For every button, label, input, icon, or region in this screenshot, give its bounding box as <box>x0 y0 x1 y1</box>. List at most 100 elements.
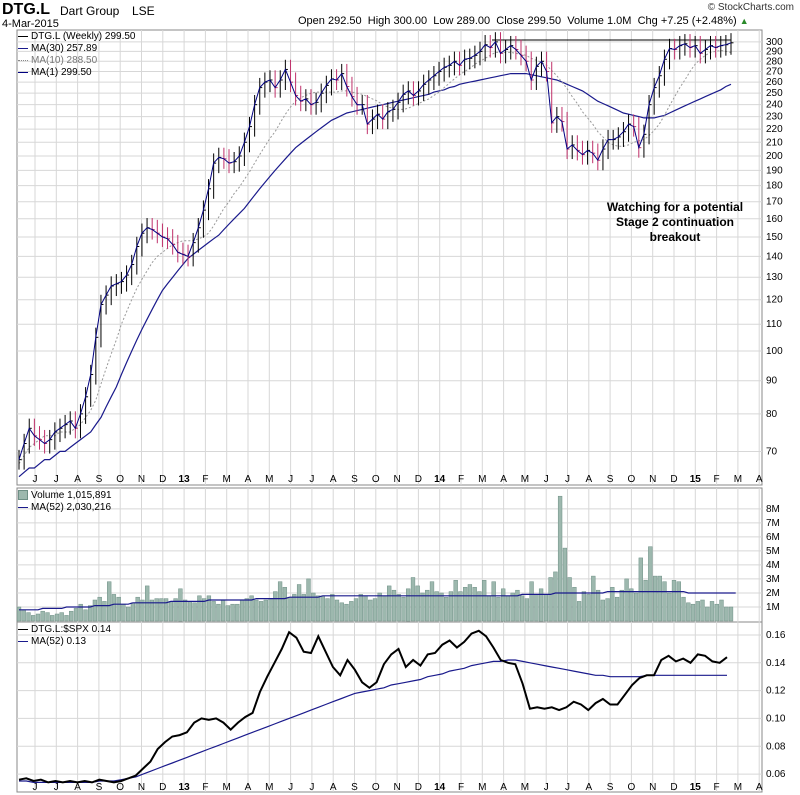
volume-bar <box>672 580 676 621</box>
volume-bar <box>273 592 277 621</box>
volume-bar <box>677 582 681 621</box>
volume-bar <box>558 496 562 621</box>
volume-bar <box>663 582 667 621</box>
y-tick-label-price: 90 <box>766 376 778 387</box>
x-tick-label-price: J <box>54 474 59 485</box>
x-tick-label-price: O <box>628 474 636 485</box>
volume-bar <box>88 606 92 621</box>
volume-bar <box>482 580 486 621</box>
x-tick-label-ratio: A <box>330 782 337 793</box>
volume-bar <box>84 610 88 621</box>
y-tick-label-price: 270 <box>766 67 783 78</box>
x-tick-label-ratio: S <box>96 782 103 793</box>
y-tick-label-price: 190 <box>766 165 783 176</box>
volume-bar <box>269 599 273 621</box>
volume-bar <box>497 597 501 621</box>
ma10-line <box>19 50 731 463</box>
volume-bar <box>539 589 543 621</box>
y-tick-label-price: 100 <box>766 346 783 357</box>
volume-bar <box>326 599 330 621</box>
volume-bar <box>682 597 686 621</box>
y-tick-label-price: 200 <box>766 151 783 162</box>
y-tick-label-price: 140 <box>766 251 783 262</box>
x-tick-label-price: A <box>500 474 507 485</box>
annotation-line-2: Stage 2 continuation <box>575 215 775 230</box>
y-tick-label-ratio: 0.08 <box>766 741 786 752</box>
volume-bar <box>634 593 638 621</box>
volume-bar <box>625 579 629 621</box>
y-tick-label-price: 290 <box>766 46 783 57</box>
x-tick-label-price: A <box>74 474 81 485</box>
volume-bar <box>198 596 202 621</box>
volume-bar <box>473 587 477 621</box>
volume-bar <box>691 604 695 621</box>
volume-bar <box>463 587 467 621</box>
volume-bar <box>245 599 249 621</box>
volume-bar <box>302 594 306 621</box>
y-tick-label-ratio: 0.10 <box>766 713 786 724</box>
x-tick-label-ratio: M <box>223 782 231 793</box>
open-label: Open <box>298 15 325 27</box>
volume-bar <box>720 600 724 621</box>
x-tick-label-price: O <box>372 474 380 485</box>
legend-ma1-swatch <box>18 72 28 73</box>
volume-bar <box>444 597 448 621</box>
legend-price: DTG.L (Weekly) 299.50 <box>18 31 135 42</box>
legend-ratio-label: DTG.L:$SPX 0.14 <box>31 624 111 635</box>
x-tick-label-ratio: A <box>245 782 252 793</box>
x-tick-label-ratio: O <box>628 782 636 793</box>
y-tick-label-price: 110 <box>766 319 782 330</box>
volume-bar <box>696 601 700 621</box>
y-tick-label-volume: 5M <box>766 546 780 557</box>
volume-bar <box>582 592 586 621</box>
volume-bar <box>27 613 31 621</box>
legend-ma1-label: MA(1) 299.50 <box>31 67 92 78</box>
volume-bar <box>506 596 510 621</box>
legend-ma10: MA(10) 288.50 <box>18 55 97 66</box>
y-tick-label-price: 280 <box>766 56 783 67</box>
legend-ratio-ma-swatch <box>18 641 28 642</box>
volume-bar <box>430 582 434 621</box>
volume-bar <box>60 613 64 621</box>
x-tick-label-price: F <box>458 474 464 485</box>
volume-bar <box>122 604 126 621</box>
volume-bar <box>288 597 292 621</box>
legend-volume-ma-label: MA(52) 2,030,216 <box>31 502 111 513</box>
volume-bar <box>596 590 600 621</box>
volume-bar <box>392 590 396 621</box>
volume-bar <box>615 597 619 621</box>
x-tick-label-ratio: 13 <box>179 782 191 793</box>
legend-volume-swatch <box>18 490 28 500</box>
volume-bar <box>402 597 406 621</box>
stockcharts-brand: © StockCharts.com <box>708 2 794 13</box>
y-tick-label-price: 130 <box>766 272 783 283</box>
x-tick-label-price: M <box>734 474 742 485</box>
volume-bar <box>283 587 287 621</box>
volume-bar <box>321 596 325 621</box>
x-tick-label-ratio: J <box>309 782 314 793</box>
volume-bar <box>501 589 505 621</box>
x-tick-label-ratio: O <box>372 782 380 793</box>
volume-bar <box>330 594 334 621</box>
legend-ma10-swatch <box>18 60 28 61</box>
y-tick-label-volume: 1M <box>766 602 780 613</box>
volume-bar <box>629 589 633 621</box>
y-tick-label-price: 210 <box>766 137 783 148</box>
ma30-line <box>19 74 731 477</box>
volume-bar <box>226 606 230 621</box>
high-label: High <box>368 15 391 27</box>
x-tick-label-price: 14 <box>434 474 446 485</box>
legend-ratio-swatch <box>18 629 28 630</box>
x-tick-label-price: J <box>544 474 549 485</box>
volume-bar <box>340 603 344 621</box>
volume-bar <box>126 607 130 621</box>
volume-bar <box>373 599 377 621</box>
volume-bar <box>117 597 121 621</box>
volume-bar <box>378 593 382 621</box>
volume-bar <box>17 607 21 621</box>
x-tick-label-ratio: D <box>159 782 166 793</box>
volume-bar <box>468 585 472 622</box>
close-value: 299.50 <box>527 15 561 27</box>
legend-volume-ma-swatch <box>18 507 28 508</box>
volume-bar <box>107 582 111 621</box>
